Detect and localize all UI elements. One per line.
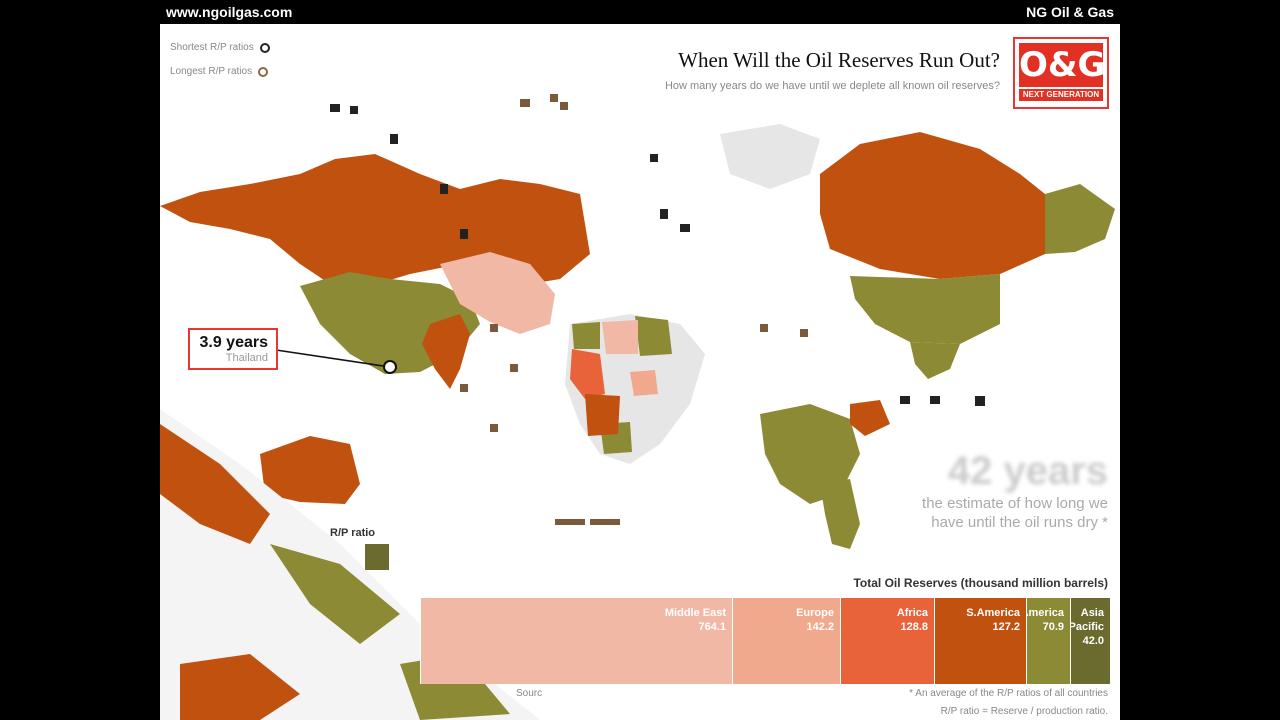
- map-region-russia: [160, 154, 590, 286]
- bar-n-america[interactable]: N.America 70.9: [1010, 598, 1070, 684]
- rp-definition: R/P ratio = Reserve / production ratio.: [940, 706, 1108, 717]
- folded-map-overlay-orange2: [180, 654, 300, 720]
- page-title: When Will the Oil Reserves Run Out?: [678, 48, 1000, 72]
- map-island-cluster: [330, 104, 985, 406]
- map-region-libya: [635, 316, 672, 356]
- callout-value: 3.9 years: [199, 334, 268, 351]
- estimate-line1: the estimate of how long we: [922, 495, 1108, 512]
- map-region-sudan: [570, 349, 605, 399]
- reserves-title: Total Oil Reserves (thousand million bar…: [853, 576, 1108, 590]
- infographic: Shortest R/P ratios Longest R/P ratios O…: [160, 24, 1120, 720]
- thailand-callout: 3.9 years Thailand: [188, 328, 278, 370]
- folded-map-overlay: [160, 409, 540, 720]
- logo-tagline: NEXT GENERATION: [1019, 89, 1103, 101]
- source-label: Sourc: [516, 688, 543, 699]
- estimate-block: 42 years the estimate of how long we hav…: [850, 449, 1108, 532]
- estimate-line2: have until the oil runs dry *: [931, 514, 1108, 531]
- map-region-australia: [260, 436, 360, 504]
- bar-africa-name: Africa: [896, 607, 928, 619]
- bar-middle-east-name: Middle East: [664, 607, 726, 619]
- logo-text: O&G: [1019, 43, 1106, 87]
- map-region-greenland: [720, 124, 820, 189]
- thailand-marker: [383, 360, 397, 374]
- site-url[interactable]: www.ngoilgas.com: [166, 4, 293, 20]
- site-brand: NG Oil & Gas: [1026, 4, 1114, 20]
- bar-s-america-name: S.America: [966, 607, 1020, 619]
- bar-africa[interactable]: Africa 128.8: [840, 598, 934, 684]
- bar-asia-pacific-name: Asia Pacific: [1068, 607, 1104, 633]
- bar-middle-east[interactable]: Middle East 764.1: [420, 598, 732, 684]
- top-bar: www.ngoilgas.com NG Oil & Gas: [160, 0, 1120, 24]
- bar-europe-name: Europe: [796, 607, 834, 619]
- legend-shortest: Shortest R/P ratios: [170, 42, 270, 53]
- legend-longest-label: Longest R/P ratios: [170, 66, 253, 77]
- map-region-mexico: [910, 342, 960, 379]
- bar-asia-pacific[interactable]: Asia Pacific 42.0: [1068, 598, 1110, 684]
- map-region-argentina: [820, 479, 860, 549]
- brown-circle-icon: [258, 66, 269, 77]
- bar-s-america[interactable]: S.America 127.2: [934, 598, 1026, 684]
- map-region-india: [422, 314, 470, 389]
- bar-asia-pacific-value: 42.0: [1082, 635, 1104, 647]
- reserves-bar: Asia Pacific 42.0 N.America 70.9 S.America…: [160, 598, 1110, 684]
- map-region-canada: [820, 132, 1045, 279]
- map-region-middle-east: [440, 252, 555, 334]
- legend-shortest-label: Shortest R/P ratios: [170, 42, 254, 53]
- bar-n-america-value: 70.9: [1042, 621, 1064, 633]
- map-region-venezuela: [850, 400, 890, 436]
- map-region-egypt: [572, 322, 600, 349]
- map-region-congo: [585, 394, 620, 436]
- map-region-nigeria: [630, 370, 658, 396]
- og-logo: O&G NEXT GENERATION: [1013, 37, 1109, 109]
- folded-map-overlay-orange: [160, 424, 270, 544]
- bar-europe[interactable]: Europe 142.2: [732, 598, 840, 684]
- callout-pointer: [275, 349, 391, 368]
- legend-longest: Longest R/P ratios: [170, 66, 269, 77]
- bar-africa-value: 128.8: [900, 621, 928, 633]
- map-region-brazil: [760, 404, 860, 504]
- footnote: * An average of the R/P ratios of all co…: [909, 688, 1108, 699]
- world-map: [160, 94, 1115, 720]
- page-subtitle: How many years do we have until we deple…: [664, 80, 1000, 92]
- map-region-algeria: [602, 320, 638, 354]
- estimate-value: 42 years: [947, 449, 1108, 493]
- map-region-alaska: [1045, 184, 1115, 254]
- map-island-cluster-brown: [460, 94, 808, 525]
- black-circle-icon: [259, 42, 270, 53]
- bar-s-america-value: 127.2: [992, 621, 1020, 633]
- callout-country: Thailand: [225, 352, 268, 364]
- rp-ratio-label: R/P ratio: [330, 527, 376, 539]
- bar-middle-east-value: 764.1: [698, 621, 726, 633]
- map-region-usa: [850, 274, 1000, 344]
- folded-map-overlay-olive: [270, 544, 400, 644]
- bar-europe-value: 142.2: [806, 621, 834, 633]
- rp-ratio-swatch: [365, 544, 389, 570]
